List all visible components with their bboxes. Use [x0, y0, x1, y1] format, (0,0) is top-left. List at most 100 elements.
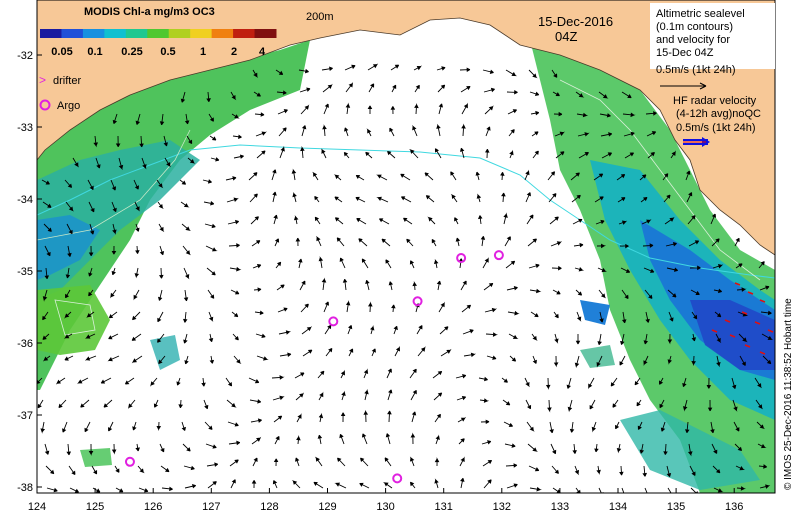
velocity-arrow: [43, 355, 51, 362]
altimetry-line-3: and velocity for: [656, 34, 730, 46]
velocity-arrow: [506, 90, 518, 95]
argo-float-marker[interactable]: [328, 316, 339, 327]
velocity-arrow: [391, 304, 396, 313]
velocity-arrow: [230, 479, 236, 489]
velocity-arrow: [616, 174, 626, 181]
velocity-arrow: [272, 480, 278, 489]
velocity-arrow: [433, 392, 443, 401]
velocity-arrow: [414, 102, 419, 115]
velocity-arrow: [118, 157, 124, 171]
velocity-arrow: [390, 64, 400, 71]
velocity-arrow: [483, 282, 494, 291]
velocity-arrow: [624, 152, 634, 159]
velocity-arrow: [150, 377, 158, 387]
velocity-arrow: [85, 333, 96, 340]
velocity-arrow: [253, 91, 261, 97]
velocity-arrow: [227, 421, 239, 427]
velocity-arrow: [208, 333, 214, 342]
argo-float-marker[interactable]: [456, 253, 467, 264]
velocity-arrow: [92, 487, 101, 493]
velocity-arrow: [179, 179, 187, 185]
velocity-arrow: [526, 214, 534, 225]
velocity-arrow: [275, 261, 282, 269]
velocity-arrow: [691, 355, 696, 367]
velocity-arrow: [158, 355, 166, 365]
velocity-arrow: [181, 421, 186, 431]
argo-float-marker[interactable]: [124, 456, 135, 467]
isobath-200m-line: [37, 144, 775, 279]
x-tick-label: 134: [609, 501, 627, 513]
velocity-arrow: [643, 355, 649, 366]
velocity-arrow: [256, 355, 269, 361]
velocity-arrow: [436, 280, 442, 291]
velocity-arrow: [249, 399, 262, 404]
velocity-arrow: [440, 348, 452, 357]
velocity-arrow: [209, 355, 215, 364]
velocity-arrow: [46, 487, 58, 493]
colorbar-swatch: [125, 29, 148, 38]
velocity-arrow: [132, 421, 137, 431]
velocity-arrow: [343, 151, 350, 159]
colorbar-tick-label: 4: [259, 46, 266, 58]
velocity-arrow: [333, 174, 342, 181]
velocity-arrow: [503, 212, 508, 225]
y-tick-label: -35: [17, 266, 33, 278]
velocity-arrow: [450, 171, 457, 181]
velocity-arrow: [133, 289, 140, 301]
velocity-arrow: [612, 399, 619, 408]
velocity-arrow: [481, 440, 492, 445]
velocity-arrow: [88, 443, 94, 456]
velocity-arrow: [417, 346, 426, 357]
velocity-arrow: [134, 267, 140, 279]
velocity-arrow: [410, 432, 416, 445]
velocity-arrow: [160, 465, 170, 473]
velocity-arrow: [334, 196, 343, 203]
velocity-arrow: [227, 219, 239, 225]
velocity-arrow: [663, 194, 671, 203]
velocity-arrow: [459, 147, 465, 159]
velocity-arrow: [274, 238, 280, 247]
velocity-arrow: [759, 484, 771, 489]
velocity-arrow: [301, 125, 307, 137]
velocity-arrow: [360, 457, 369, 467]
velocity-arrow: [103, 399, 113, 408]
velocity-arrow: [641, 219, 652, 225]
velocity-arrow: [341, 390, 346, 401]
argo-float-marker[interactable]: [412, 296, 423, 307]
velocity-arrow: [91, 465, 98, 475]
velocity-arrow: [754, 377, 763, 389]
velocity-arrow: [228, 440, 241, 446]
velocity-arrow: [274, 436, 280, 445]
velocity-arrow: [551, 265, 562, 271]
velocity-arrow: [553, 355, 559, 368]
velocity-arrow: [359, 482, 370, 489]
x-tick-label: 135: [667, 501, 685, 513]
velocity-arrow: [461, 304, 472, 313]
velocity-arrow: [761, 333, 774, 340]
velocity-arrow: [436, 66, 446, 71]
velocity-arrow: [336, 237, 345, 247]
velocity-arrow: [279, 352, 292, 358]
velocity-arrow: [736, 287, 747, 292]
argo-float-marker[interactable]: [392, 473, 403, 484]
colorbar-tick-label: 0.05: [51, 46, 72, 58]
velocity-arrow: [552, 91, 560, 97]
altimetry-line-2: (0.1m contours): [656, 21, 733, 33]
velocity-arrow: [138, 487, 149, 493]
velocity-arrow: [249, 193, 258, 203]
velocity-arrow: [273, 458, 279, 467]
velocity-arrow: [229, 266, 242, 272]
velocity-arrow: [339, 433, 345, 445]
argo-float-marker[interactable]: [493, 250, 504, 261]
velocity-arrow: [210, 157, 220, 162]
velocity-arrow: [505, 69, 518, 77]
velocity-arrow: [339, 257, 346, 269]
argo-floats: [124, 250, 504, 484]
velocity-arrow: [44, 443, 50, 455]
velocity-arrow: [43, 223, 52, 232]
y-tick-label: -36: [17, 338, 33, 350]
altimetry-note: Altimetric sealevel (0.1m contours) and …: [650, 3, 775, 147]
velocity-arrow: [124, 377, 135, 385]
velocity-arrow: [526, 421, 535, 432]
